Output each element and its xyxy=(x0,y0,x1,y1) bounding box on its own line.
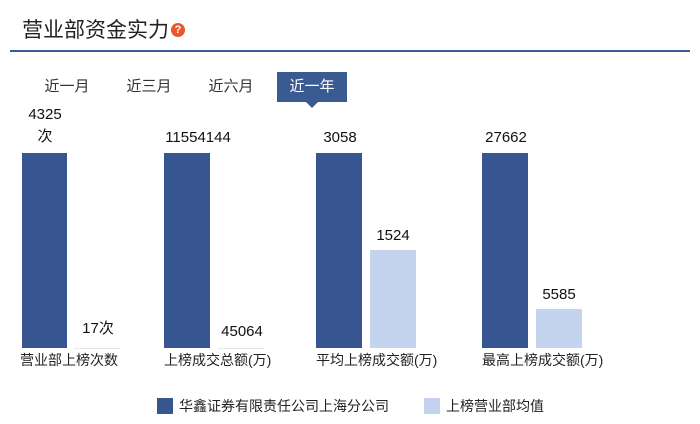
title-divider xyxy=(10,50,690,52)
value-label-main: 11554144 xyxy=(165,129,231,146)
tab-3-months[interactable]: 近三月 xyxy=(126,78,172,95)
question-icon[interactable]: ? xyxy=(171,23,185,37)
category-label: 最高上榜成交额(万) xyxy=(482,352,604,368)
legend-label: 上榜营业部均值 xyxy=(446,398,544,414)
legend-swatch-main xyxy=(157,398,173,414)
legend-label: 华鑫证券有限责任公司上海分公司 xyxy=(179,398,389,414)
legend-item-average: 上榜营业部均值 xyxy=(424,396,544,416)
value-label-main: 4325 次 xyxy=(28,106,62,145)
bar-main-total xyxy=(164,153,210,348)
legend-swatch-avg xyxy=(424,398,440,414)
value-label-avg: 1524 xyxy=(376,227,410,244)
tab-1-month[interactable]: 近一月 xyxy=(44,78,90,95)
value-label-main: 3058 xyxy=(323,129,357,146)
bar-avg-max xyxy=(536,309,582,348)
bar-main-average xyxy=(316,153,362,348)
tab-1-year[interactable]: 近一年 xyxy=(277,72,347,108)
category-label: 营业部上榜次数 xyxy=(20,352,118,368)
value-label-avg: 17次 xyxy=(82,320,114,337)
bar-avg-total xyxy=(218,348,264,349)
category-label: 平均上榜成交额(万) xyxy=(316,352,438,368)
category-label: 上榜成交总额(万) xyxy=(164,352,272,368)
value-label-main: 27662 xyxy=(485,129,527,146)
bar-avg-average xyxy=(370,250,416,348)
legend-item-broker: 华鑫证券有限责任公司上海分公司 xyxy=(157,396,389,416)
value-label-avg: 45064 xyxy=(221,323,263,340)
title-text: 营业部资金实力 xyxy=(22,19,169,42)
value-label-avg: 5585 xyxy=(542,286,576,303)
bar-main-listings xyxy=(22,153,67,348)
bar-main-max xyxy=(482,153,528,348)
tab-6-months[interactable]: 近六月 xyxy=(208,78,254,95)
bar-avg-listings xyxy=(74,348,120,349)
page-title: 营业部资金实力 ? xyxy=(22,14,185,44)
